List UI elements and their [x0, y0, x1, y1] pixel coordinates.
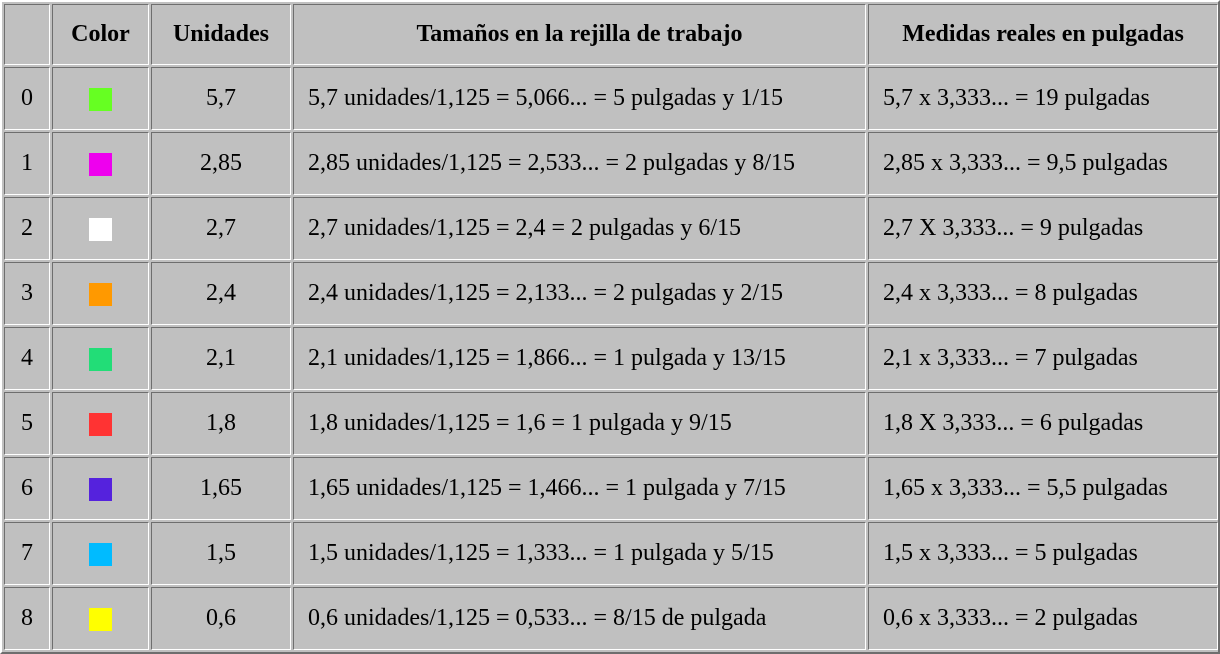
header-row: Color Unidades Tamaños en la rejilla de … — [4, 4, 1218, 65]
row-index: 3 — [4, 262, 50, 325]
real-measure-cell: 2,7 X 3,333... = 9 pulgadas — [868, 197, 1218, 260]
header-units: Unidades — [151, 4, 291, 65]
units-cell: 2,85 — [151, 132, 291, 195]
units-cell: 2,4 — [151, 262, 291, 325]
grid-size-cell: 1,8 unidades/1,125 = 1,6 = 1 pulgada y 9… — [293, 392, 866, 455]
color-cell — [52, 457, 149, 520]
row-index: 0 — [4, 67, 50, 130]
row-index: 8 — [4, 587, 50, 650]
grid-size-cell: 0,6 unidades/1,125 = 0,533... = 8/15 de … — [293, 587, 866, 650]
header-grid-sizes: Tamaños en la rejilla de trabajo — [293, 4, 866, 65]
color-cell — [52, 132, 149, 195]
real-measure-cell: 2,4 x 3,333... = 8 pulgadas — [868, 262, 1218, 325]
units-cell: 0,6 — [151, 587, 291, 650]
grid-size-cell: 1,5 unidades/1,125 = 1,333... = 1 pulgad… — [293, 522, 866, 585]
color-swatch — [89, 217, 112, 241]
table-row: 5 1,8 1,8 unidades/1,125 = 1,6 = 1 pulgada… — [4, 392, 1218, 455]
grid-size-cell: 2,85 unidades/1,125 = 2,533... = 2 pulga… — [293, 132, 866, 195]
color-swatch — [89, 347, 112, 371]
color-cell — [52, 392, 149, 455]
grid-size-cell: 1,65 unidades/1,125 = 1,466... = 1 pulga… — [293, 457, 866, 520]
color-swatch — [89, 87, 112, 111]
table-row: 4 2,1 2,1 unidades/1,125 = 1,866... = 1 pu… — [4, 327, 1218, 390]
grid-size-cell: 2,1 unidades/1,125 = 1,866... = 1 pulgad… — [293, 327, 866, 390]
header-color: Color — [52, 4, 149, 65]
real-measure-cell: 0,6 x 3,333... = 2 pulgadas — [868, 587, 1218, 650]
color-cell — [52, 587, 149, 650]
color-cell — [52, 262, 149, 325]
color-swatch — [89, 282, 112, 306]
color-cell — [52, 67, 149, 130]
real-measure-cell: 1,5 x 3,333... = 5 pulgadas — [868, 522, 1218, 585]
units-cell: 2,7 — [151, 197, 291, 260]
table-row: 1 2,85 2,85 unidades/1,125 = 2,533... = 2 … — [4, 132, 1218, 195]
real-measure-cell: 5,7 x 3,333... = 19 pulgadas — [868, 67, 1218, 130]
table-row: 6 1,65 1,65 unidades/1,125 = 1,466... = 1 … — [4, 457, 1218, 520]
units-cell: 1,8 — [151, 392, 291, 455]
header-index — [4, 4, 50, 65]
color-swatch — [89, 477, 112, 501]
units-cell: 1,65 — [151, 457, 291, 520]
grid-size-cell: 5,7 unidades/1,125 = 5,066... = 5 pulgad… — [293, 67, 866, 130]
color-swatch — [89, 412, 112, 436]
row-index: 1 — [4, 132, 50, 195]
color-swatch — [89, 542, 112, 566]
color-swatch — [89, 607, 112, 631]
grid-size-cell: 2,7 unidades/1,125 = 2,4 = 2 pulgadas y … — [293, 197, 866, 260]
table-row: 2 2,7 2,7 unidades/1,125 = 2,4 = 2 pulgada… — [4, 197, 1218, 260]
units-cell: 1,5 — [151, 522, 291, 585]
row-index: 5 — [4, 392, 50, 455]
table-row: 8 0,6 0,6 unidades/1,125 = 0,533... = 8/15… — [4, 587, 1218, 650]
row-index: 2 — [4, 197, 50, 260]
units-cell: 2,1 — [151, 327, 291, 390]
row-index: 4 — [4, 327, 50, 390]
units-cell: 5,7 — [151, 67, 291, 130]
color-cell — [52, 327, 149, 390]
real-measure-cell: 2,1 x 3,333... = 7 pulgadas — [868, 327, 1218, 390]
real-measure-cell: 1,8 X 3,333... = 6 pulgadas — [868, 392, 1218, 455]
color-swatch — [89, 152, 112, 176]
table-row: 3 2,4 2,4 unidades/1,125 = 2,133... = 2 pu… — [4, 262, 1218, 325]
table-row: 7 1,5 1,5 unidades/1,125 = 1,333... = 1 pu… — [4, 522, 1218, 585]
row-index: 6 — [4, 457, 50, 520]
real-measure-cell: 1,65 x 3,333... = 5,5 pulgadas — [868, 457, 1218, 520]
grid-size-cell: 2,4 unidades/1,125 = 2,133... = 2 pulgad… — [293, 262, 866, 325]
table-row: 0 5,7 5,7 unidades/1,125 = 5,066... = 5 pu… — [4, 67, 1218, 130]
color-cell — [52, 197, 149, 260]
row-index: 7 — [4, 522, 50, 585]
real-measure-cell: 2,85 x 3,333... = 9,5 pulgadas — [868, 132, 1218, 195]
header-real-measures: Medidas reales en pulgadas — [868, 4, 1218, 65]
color-cell — [52, 522, 149, 585]
